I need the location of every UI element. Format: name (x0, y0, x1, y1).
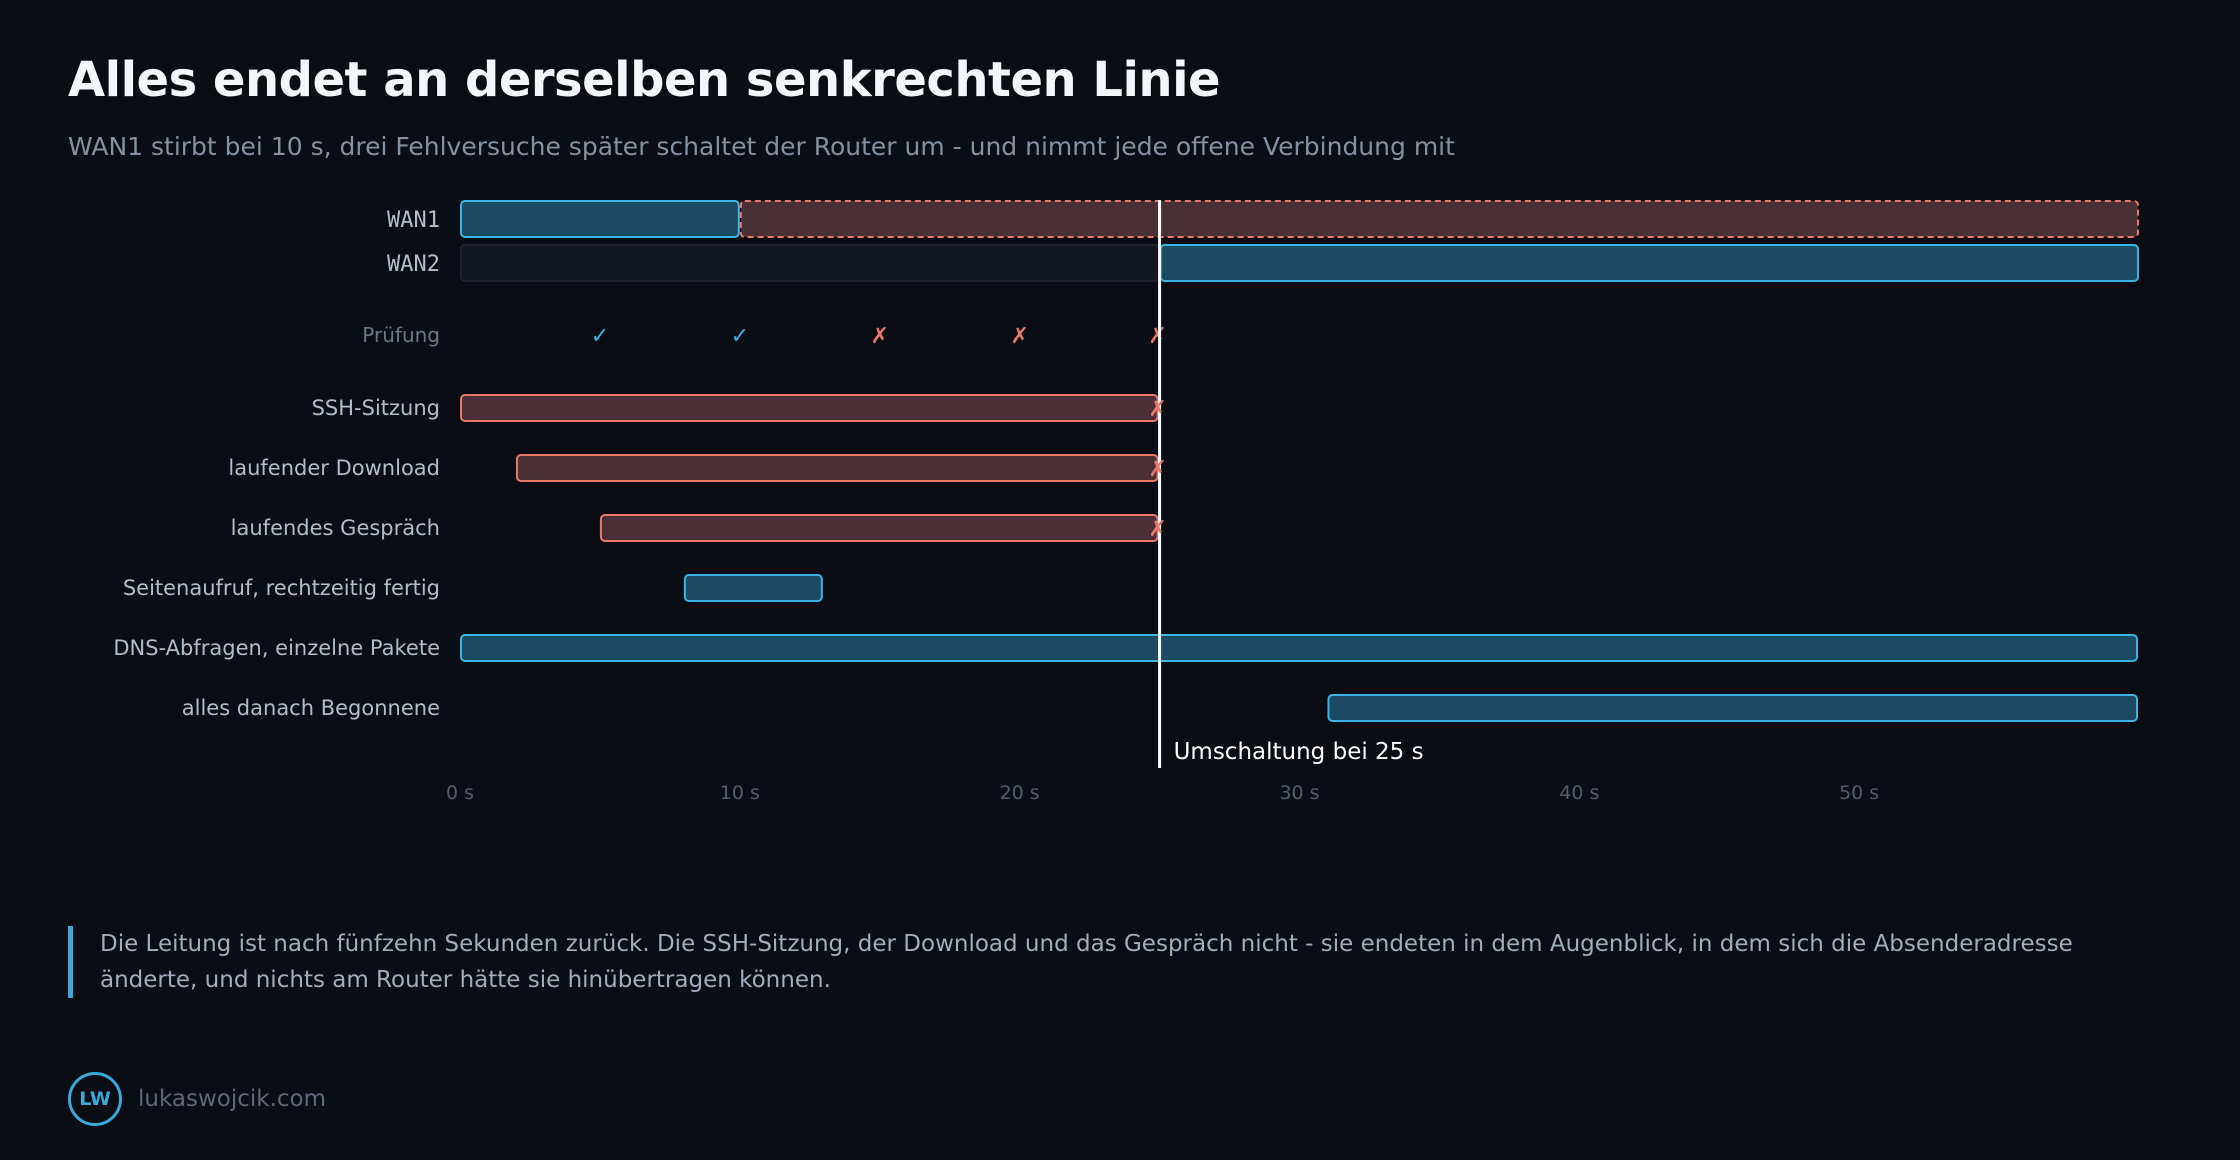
footer: LW lukaswojcik.com (68, 1072, 326, 1126)
connection-label: DNS-Abfragen, einzelne Pakete (113, 636, 440, 660)
connection-label: alles danach Begonnene (182, 696, 440, 720)
kill-marker: ✗ (1148, 397, 1166, 422)
link-segment-wan1-up (460, 200, 740, 238)
kill-marker: ✗ (1148, 457, 1166, 482)
site-link[interactable]: lukaswojcik.com (138, 1086, 327, 1112)
link-segment-wan2-active (1159, 244, 2140, 282)
connection-bar-killed (599, 514, 1159, 542)
page-subtitle: WAN1 stirbt bei 10 s, drei Fehlversuche … (68, 132, 1455, 161)
link-label-wan1: WAN1 (387, 208, 440, 233)
x-tick-label: 50 s (1839, 782, 1879, 800)
connection-bar-ok (460, 634, 2138, 662)
switchover-label: Umschaltung bei 25 s (1174, 739, 1424, 765)
link-label-wan2: WAN2 (387, 252, 440, 277)
x-tick-label: 40 s (1559, 782, 1599, 800)
connection-label: Seitenaufruf, rechtzeitig fertig (123, 576, 440, 600)
connection-label: SSH-Sitzung (312, 396, 440, 420)
explanation-note: Die Leitung ist nach fünfzehn Sekunden z… (68, 926, 2158, 998)
x-tick-label: 30 s (1279, 782, 1319, 800)
check-mark-ok: ✓ (591, 324, 609, 349)
check-mark-fail: ✗ (871, 324, 889, 349)
connection-bar-killed (460, 394, 1159, 422)
connection-label: laufender Download (228, 456, 440, 480)
connection-bar-ok (1327, 694, 2138, 722)
connection-bar-ok (683, 574, 823, 602)
check-mark-fail: ✗ (1010, 324, 1028, 349)
check-mark-ok: ✓ (731, 324, 749, 349)
link-segment-wan1-down (739, 200, 2139, 238)
x-tick-label: 20 s (1000, 782, 1040, 800)
page-title: Alles endet an derselben senkrechten Lin… (68, 52, 1221, 108)
logo-badge: LW (68, 1072, 122, 1126)
kill-marker: ✗ (1148, 517, 1166, 542)
check-mark-fail: ✗ (1148, 324, 1166, 349)
connection-label: laufendes Gespräch (231, 516, 440, 540)
connection-bar-killed (515, 454, 1159, 482)
link-segment-wan2-idle (460, 244, 1160, 282)
timeline-chart: WAN1 WAN2 Prüfung ✓ ✓ ✗ ✗ ✗ SSH-Sitzung laufender… (113, 200, 2140, 800)
check-row-label: Prüfung (362, 323, 440, 347)
x-tick-label: 10 s (720, 782, 760, 800)
x-tick-label: 0 s (446, 782, 474, 800)
